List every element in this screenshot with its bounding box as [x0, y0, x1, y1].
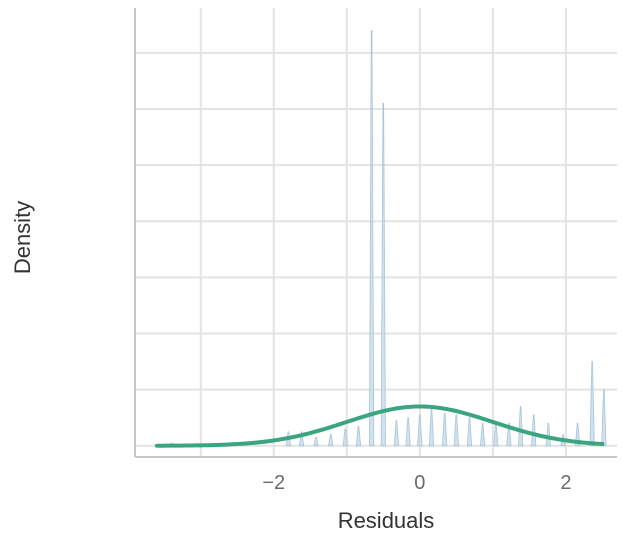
density-spike	[517, 406, 524, 447]
y-axis-title: Density	[10, 201, 35, 274]
density-spike	[313, 436, 319, 447]
density-spike	[442, 412, 448, 447]
density-spike	[428, 408, 435, 447]
empirical-density	[168, 30, 607, 447]
normal-curve	[154, 404, 605, 448]
density-spike	[466, 417, 473, 447]
density-spike	[531, 414, 537, 447]
grid	[135, 8, 617, 457]
density-spike	[393, 420, 400, 447]
density-spike	[545, 422, 551, 447]
density-spike	[453, 414, 459, 447]
density-spike	[417, 414, 423, 447]
axes	[134, 8, 617, 458]
normal-curve-line	[154, 404, 605, 448]
density-spike	[405, 417, 411, 447]
density-spike	[493, 422, 499, 447]
density-spike	[601, 389, 607, 447]
density-spike	[479, 422, 486, 447]
density-spike	[380, 103, 386, 447]
density-spike	[369, 30, 375, 447]
density-spike	[506, 422, 512, 447]
density-spike	[355, 425, 362, 447]
x-tick-label: 0	[414, 472, 425, 494]
x-tick-label: −2	[262, 472, 285, 494]
x-tick-label: 2	[560, 472, 571, 494]
density-spike	[342, 428, 348, 447]
density-spike	[589, 361, 595, 447]
density-spike	[328, 434, 334, 447]
x-axis-title: Residuals	[338, 508, 435, 533]
x-tick-labels: −2 0 2	[262, 472, 571, 494]
